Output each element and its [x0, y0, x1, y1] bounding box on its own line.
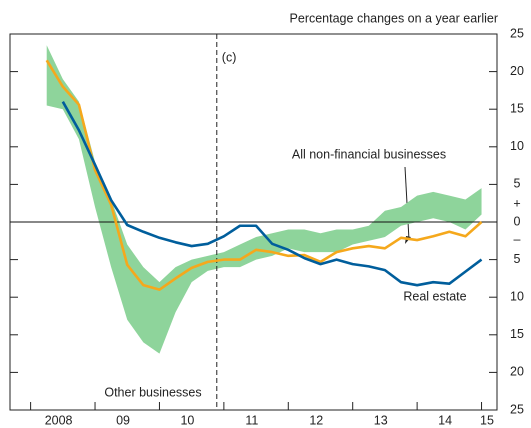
y-tick-label: 15 [510, 101, 524, 115]
x-tick-label: 2008 [45, 413, 73, 427]
y-tick-label: 25 [510, 402, 524, 416]
x-tick-label: 09 [116, 413, 130, 427]
series-label: Real estate [403, 289, 466, 303]
sign-label: + [513, 196, 520, 210]
event-label: (c) [222, 50, 237, 64]
series-line [61, 101, 483, 287]
chart-subtitle: Percentage changes on a year earlier [290, 11, 498, 25]
y-tick-label: 10 [510, 139, 524, 153]
y-tick-label: 15 [510, 327, 524, 341]
x-tick-label: 10 [180, 413, 194, 427]
series-line [45, 59, 483, 291]
y-tick-label: 0 [514, 214, 521, 228]
y-tick-label: 20 [510, 64, 524, 78]
series-label: All non-financial businesses [292, 147, 446, 161]
y-tick-label: 5 [514, 177, 521, 191]
sign-label: – [514, 232, 521, 246]
x-tick-label: 11 [245, 413, 258, 427]
y-tick-label: 5 [514, 252, 521, 266]
x-tick-label: 12 [309, 413, 323, 427]
x-tick-label: 15 [480, 413, 494, 427]
x-tick-label: 14 [438, 413, 452, 427]
series-label: Other businesses [104, 385, 201, 399]
y-tick-label: 20 [510, 365, 524, 379]
y-tick-label: 10 [510, 289, 524, 303]
y-tick-label: 25 [510, 26, 524, 40]
x-tick-label: 13 [374, 413, 388, 427]
